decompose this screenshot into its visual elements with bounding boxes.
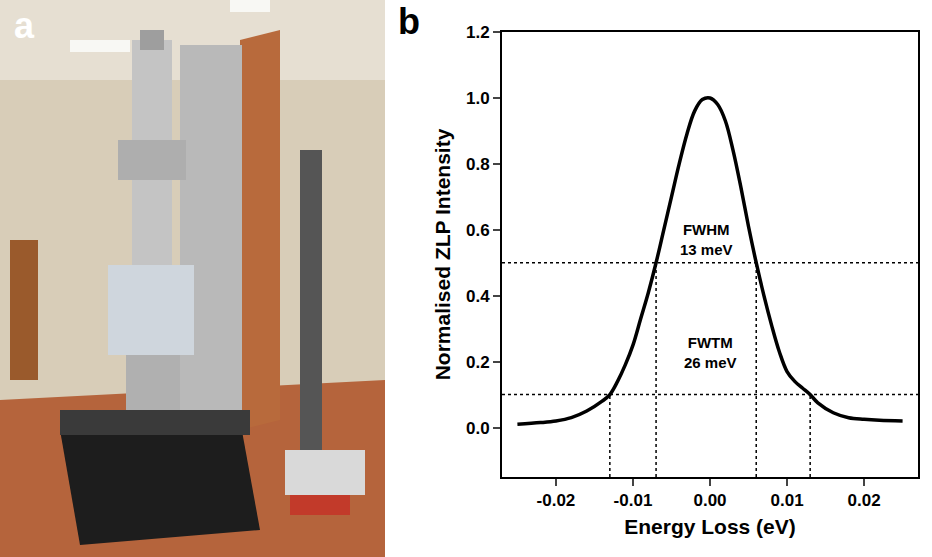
svg-text:-0.01: -0.01 — [614, 491, 653, 510]
svg-text:FWHM13 meV: FWHM13 meV — [680, 221, 733, 258]
svg-text:-0.02: -0.02 — [537, 491, 576, 510]
svg-text:0.01: 0.01 — [770, 491, 803, 510]
svg-text:0.02: 0.02 — [848, 491, 881, 510]
svg-text:FWTM26 meV: FWTM26 meV — [684, 334, 737, 371]
html-text:a: a — [14, 5, 34, 46]
svg-text:0.0: 0.0 — [466, 419, 490, 438]
svg-text:0.8: 0.8 — [466, 155, 490, 174]
svg-text:Normalised ZLP Intensity: Normalised ZLP Intensity — [431, 128, 454, 380]
svg-text:0.2: 0.2 — [466, 353, 490, 372]
html-text:b: b — [398, 1, 420, 42]
svg-text:0.6: 0.6 — [466, 221, 490, 240]
svg-text:1.2: 1.2 — [466, 23, 490, 42]
svg-text:0.00: 0.00 — [693, 491, 726, 510]
svg-text:Energy Loss (eV): Energy Loss (eV) — [624, 515, 796, 538]
svg-text:0.4: 0.4 — [466, 287, 490, 306]
svg-text:1.0: 1.0 — [466, 89, 490, 108]
